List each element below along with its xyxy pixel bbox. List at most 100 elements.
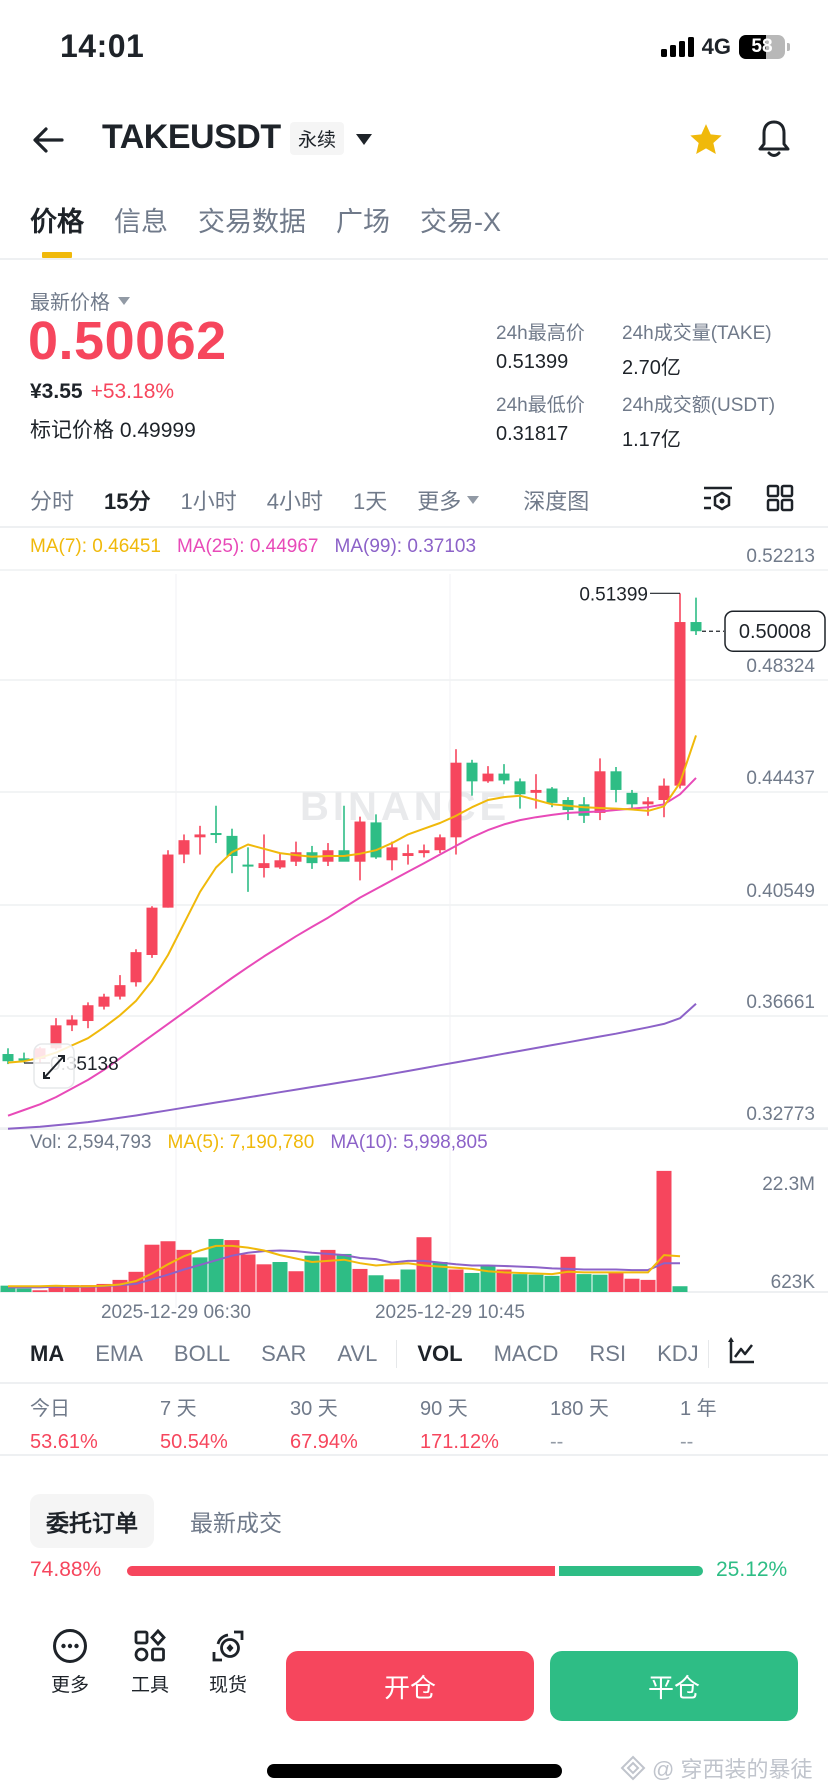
indicator-ema[interactable]: EMA: [95, 1341, 143, 1366]
spot-icon: [212, 1630, 244, 1662]
svg-text:0.32773: 0.32773: [746, 1104, 815, 1125]
last-price-label: 最新价格: [30, 292, 110, 314]
caret-down-icon: [467, 496, 480, 504]
home-indicator[interactable]: [267, 1764, 562, 1778]
volume-value: Vol: 2,594,793: [30, 1132, 152, 1153]
tab-trade-x[interactable]: 交易-X: [420, 207, 501, 237]
price-alert-button[interactable]: [756, 118, 792, 160]
svg-text:0.48324: 0.48324: [746, 656, 815, 677]
ma7-value: MA(7): 0.46451: [30, 536, 161, 557]
interval-selector: 分时 15分 1小时 4小时 1天 更多 深度图: [30, 484, 619, 516]
change-percent: +53.18%: [90, 380, 175, 403]
symbol-title[interactable]: TAKEUSDT: [102, 118, 281, 156]
main-tabs: 价格 信息 交易数据 广场 交易-X: [30, 200, 501, 239]
vol-ma10-value: MA(10): 5,998,805: [330, 1132, 488, 1153]
buy-ratio: 74.88%: [30, 1558, 102, 1581]
contract-type-badge: 永续: [290, 122, 345, 155]
divider: [0, 1454, 828, 1456]
tools-button[interactable]: 工具: [120, 1628, 180, 1697]
grid-icon: [766, 484, 794, 512]
perf-90d: 90 天 171.12%: [420, 1398, 499, 1453]
sell-ratio: 25.12%: [716, 1558, 788, 1581]
perf-1y: 1 年 --: [680, 1398, 717, 1453]
indicator-settings-button[interactable]: [727, 1336, 757, 1372]
tools-icon: [134, 1628, 166, 1662]
mark-price-label: 标记价格: [30, 419, 114, 442]
favorite-button[interactable]: [686, 120, 726, 160]
more-button[interactable]: 更多: [40, 1628, 100, 1697]
stat-24h-high: 24h最高价 0.51399: [496, 323, 585, 373]
svg-text:0.52213: 0.52213: [746, 546, 815, 567]
indicator-tabs: MA EMA BOLL SAR AVL VOL MACD RSI KDJ: [30, 1336, 757, 1372]
interval-4h[interactable]: 4小时: [266, 489, 323, 514]
indicator-sar[interactable]: SAR: [261, 1341, 307, 1366]
indicator-rsi[interactable]: RSI: [589, 1341, 627, 1366]
battery-level: 58: [751, 36, 773, 57]
star-icon: [690, 124, 722, 154]
arrow-left-icon: [33, 127, 64, 153]
layout-button[interactable]: [766, 484, 794, 512]
chart-settings-icon: [704, 486, 732, 511]
perf-today: 今日 53.61%: [30, 1398, 98, 1453]
ma25-value: MA(25): 0.44967: [176, 536, 319, 557]
mark-price: 0.49999: [119, 419, 196, 442]
perf-7d: 7 天 50.54%: [160, 1398, 228, 1453]
tab-info[interactable]: 信息: [114, 207, 168, 237]
more-dots-icon: [53, 1629, 87, 1663]
last-price-selector[interactable]: 最新价格: [30, 286, 130, 315]
symbol-dropdown-icon[interactable]: [356, 134, 372, 145]
svg-text:22.3M: 22.3M: [762, 1174, 815, 1195]
performance-row: 今日 53.61% 7 天 50.54% 30 天 67.94% 90 天 17…: [30, 1392, 810, 1454]
line-chart-icon: [727, 1337, 754, 1364]
active-tab-indicator: [42, 252, 72, 258]
tab-price[interactable]: 价格: [30, 207, 84, 237]
perf-30d: 30 天 67.94%: [290, 1398, 358, 1453]
stat-24h-low: 24h最低价 0.31817: [496, 395, 585, 445]
interval-more[interactable]: 更多: [417, 484, 480, 516]
svg-text:0.40549: 0.40549: [746, 881, 815, 902]
perf-180d: 180 天 --: [550, 1398, 609, 1453]
svg-text:0.36661: 0.36661: [746, 992, 815, 1013]
svg-text:2025-12-29 06:30: 2025-12-29 06:30: [101, 1302, 251, 1318]
tab-order-book[interactable]: 委托订单: [30, 1494, 154, 1548]
svg-text:2025-12-29 10:45: 2025-12-29 10:45: [375, 1302, 525, 1318]
tab-trading-data[interactable]: 交易数据: [198, 207, 306, 237]
indicator-macd[interactable]: MACD: [493, 1341, 559, 1366]
tab-recent-trades[interactable]: 最新成交: [190, 1510, 282, 1536]
indicator-kdj[interactable]: KDJ: [657, 1341, 699, 1366]
indicator-vol[interactable]: VOL: [417, 1341, 463, 1366]
mark-price-row: 标记价格 0.49999: [30, 414, 196, 444]
tab-square[interactable]: 广场: [336, 207, 390, 237]
interval-1h[interactable]: 1小时: [180, 489, 237, 514]
interval-time-share[interactable]: 分时: [30, 489, 75, 514]
ma-legend: MA(7): 0.46451 MA(25): 0.44967 MA(99): 0…: [30, 536, 476, 558]
svg-text:0.51399: 0.51399: [579, 584, 648, 605]
svg-text:623K: 623K: [771, 1272, 816, 1293]
indicator-ma[interactable]: MA: [30, 1341, 65, 1366]
close-position-button[interactable]: 平仓: [550, 1651, 798, 1721]
status-time: 14:01: [60, 28, 145, 64]
back-button[interactable]: [30, 122, 70, 158]
volume-legend: Vol: 2,594,793 MA(5): 7,190,780 MA(10): …: [30, 1132, 488, 1154]
network-type: 4G: [701, 34, 731, 59]
header: TAKEUSDT 永续: [0, 110, 828, 170]
cny-price: ¥3.55: [30, 380, 83, 403]
divider: [0, 1382, 828, 1384]
open-position-button[interactable]: 开仓: [286, 1651, 534, 1721]
svg-text:0.44437: 0.44437: [746, 768, 815, 789]
candlestick-chart[interactable]: BINANCE 0.52213 0.48324 0.44437 0.40549 0.366…: [0, 528, 828, 1318]
weibo-watermark-icon: [620, 1755, 646, 1781]
depth-chart-tab[interactable]: 深度图: [523, 489, 590, 514]
vol-ma5-value: MA(5): 7,190,780: [167, 1132, 315, 1153]
spot-button[interactable]: 现货: [198, 1628, 258, 1697]
battery-icon: 58: [739, 35, 785, 59]
interval-1d[interactable]: 1天: [353, 489, 388, 514]
ma99-value: MA(99): 0.37103: [334, 536, 477, 557]
indicator-avl[interactable]: AVL: [337, 1341, 378, 1366]
interval-15m[interactable]: 15分: [104, 489, 151, 514]
price-change-row: ¥3.55 +53.18%: [30, 380, 174, 404]
chart-settings-button[interactable]: [702, 484, 734, 514]
indicator-boll[interactable]: BOLL: [173, 1341, 231, 1366]
svg-text:0.50008: 0.50008: [739, 621, 811, 643]
last-price: 0.50062: [28, 311, 227, 371]
